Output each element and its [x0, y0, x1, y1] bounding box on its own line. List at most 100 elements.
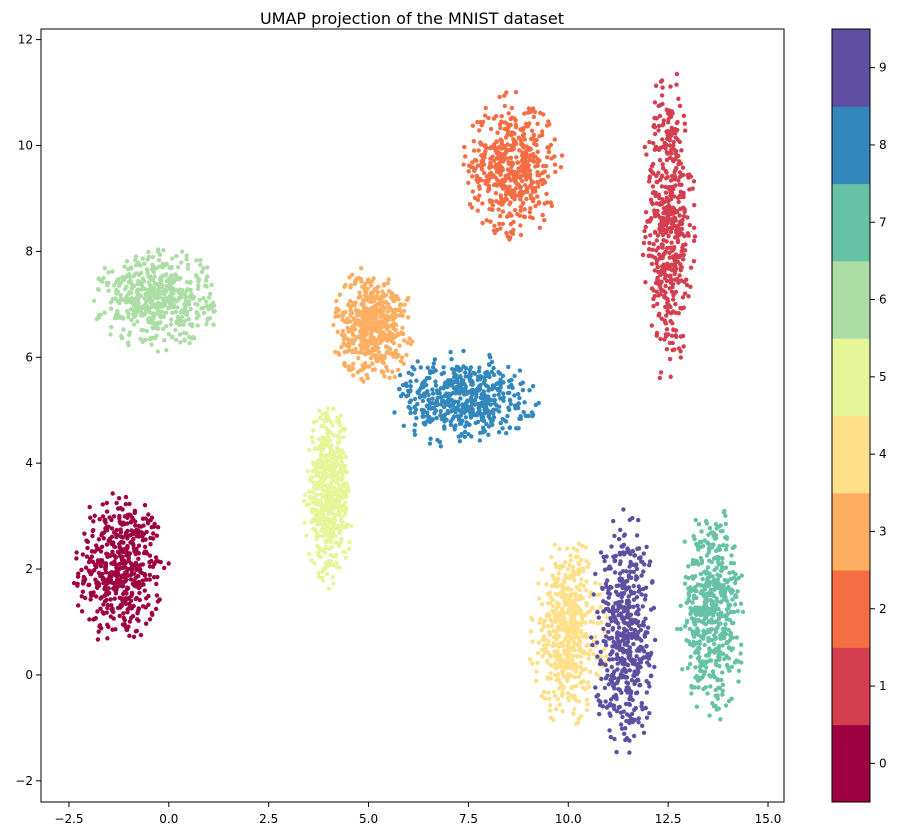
data-point — [679, 148, 684, 153]
data-point — [141, 523, 146, 528]
data-point — [714, 565, 719, 571]
data-point — [207, 295, 212, 300]
data-point — [631, 604, 636, 609]
data-point — [317, 415, 323, 420]
data-point — [325, 571, 330, 577]
data-point — [480, 119, 486, 125]
data-point — [602, 647, 607, 652]
data-point — [504, 197, 509, 202]
data-point — [144, 291, 149, 296]
data-point — [709, 602, 715, 607]
data-point — [498, 226, 503, 231]
data-point — [642, 597, 648, 602]
data-point — [528, 206, 533, 211]
data-point — [325, 406, 330, 411]
data-point — [336, 307, 341, 312]
data-point — [204, 278, 209, 283]
data-point — [519, 142, 524, 147]
data-point — [657, 222, 663, 227]
data-point — [341, 342, 346, 347]
data-point — [693, 584, 698, 590]
data-point — [183, 318, 188, 323]
data-point — [552, 693, 558, 698]
data-point — [553, 591, 559, 597]
data-point — [146, 602, 151, 607]
data-point — [488, 219, 493, 224]
data-point — [133, 257, 138, 263]
data-point — [643, 234, 648, 240]
data-point — [352, 327, 358, 332]
data-point — [687, 661, 693, 667]
data-point — [339, 515, 344, 520]
data-point — [90, 559, 96, 565]
data-point — [399, 309, 404, 314]
data-point — [144, 267, 150, 272]
data-point — [655, 301, 660, 307]
data-point — [319, 460, 325, 466]
data-point — [133, 254, 139, 259]
data-point — [459, 386, 465, 392]
data-point — [174, 337, 179, 342]
data-point — [507, 390, 512, 395]
data-point — [509, 143, 514, 148]
data-point — [486, 115, 491, 121]
data-point — [371, 327, 376, 333]
data-point — [311, 480, 316, 485]
data-point — [731, 575, 737, 580]
data-point — [474, 394, 479, 399]
data-point — [140, 578, 145, 583]
data-point — [683, 128, 688, 133]
data-point — [368, 283, 374, 288]
data-point — [669, 206, 674, 211]
data-point — [201, 296, 206, 301]
data-point — [438, 413, 443, 418]
data-point — [397, 373, 403, 378]
data-point — [150, 302, 155, 307]
data-point — [536, 184, 541, 189]
data-point — [137, 590, 142, 596]
data-point — [461, 348, 466, 354]
data-point — [547, 708, 552, 713]
data-point — [101, 602, 106, 607]
data-point — [93, 577, 98, 582]
data-point — [470, 189, 475, 194]
data-point — [706, 639, 711, 644]
data-point — [109, 517, 114, 523]
data-point — [201, 310, 207, 316]
data-point — [370, 361, 375, 366]
data-point — [740, 609, 746, 614]
data-point — [186, 262, 191, 267]
data-point — [133, 263, 139, 268]
data-point — [144, 328, 149, 334]
data-point — [693, 675, 698, 680]
data-point — [130, 614, 136, 619]
data-point — [138, 336, 143, 342]
data-point — [348, 283, 354, 288]
data-point — [433, 368, 438, 373]
data-point — [580, 667, 585, 673]
data-point — [110, 296, 115, 302]
data-point — [734, 658, 739, 663]
data-point — [478, 178, 484, 183]
data-point — [672, 257, 678, 262]
data-point — [579, 613, 584, 618]
data-point — [462, 392, 467, 397]
data-point — [698, 571, 703, 577]
data-point — [365, 321, 370, 326]
data-point — [682, 208, 687, 214]
data-point — [705, 565, 711, 570]
data-point — [84, 554, 90, 559]
data-point — [139, 287, 144, 292]
data-point — [587, 642, 592, 648]
data-point — [707, 658, 712, 663]
data-point — [323, 528, 328, 533]
data-point — [576, 720, 581, 725]
data-point — [704, 599, 709, 604]
data-point — [686, 586, 691, 591]
data-point — [522, 111, 527, 116]
data-point — [139, 309, 144, 315]
data-point — [609, 544, 614, 549]
data-point — [561, 592, 566, 598]
data-point — [669, 240, 674, 245]
data-point — [101, 536, 107, 541]
